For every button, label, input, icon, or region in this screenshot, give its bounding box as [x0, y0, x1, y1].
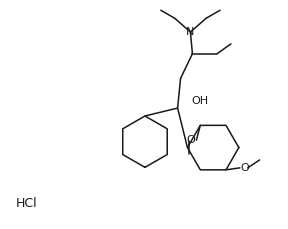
- Text: N: N: [186, 27, 195, 37]
- Text: O: O: [241, 163, 250, 173]
- Text: O: O: [187, 135, 195, 145]
- Text: OH: OH: [192, 96, 209, 106]
- Text: HCl: HCl: [16, 197, 37, 210]
